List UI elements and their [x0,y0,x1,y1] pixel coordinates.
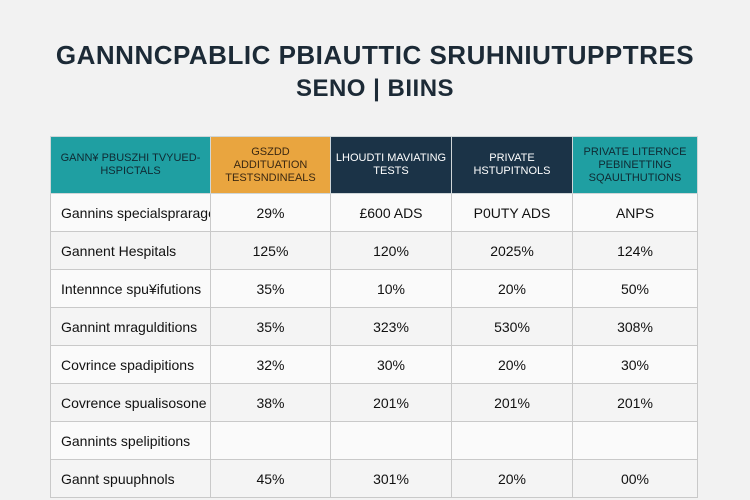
table-row: Gannent Hespitals 125% 120% 2025% 124% [50,231,698,270]
row-label: Intennnce spu¥ifutions [50,269,211,308]
table-row: Covrince spadipitions 32% 30% 20% 30% [50,345,698,384]
page-title: GANNNCPABLIC PBIAUTTIC SRUHNIUTUPPTRES [55,40,695,70]
table-cell: 38% [210,383,331,422]
table-cell: 301% [330,459,452,498]
table-cell: 20% [451,269,573,308]
table-row: Gannt spuuphnols 45% 301% 20% 00% [50,459,698,498]
table-cell: 29% [210,193,331,232]
table-cell: 201% [572,383,698,422]
row-label: Gannint mragulditions [50,307,211,346]
table-cell: 201% [330,383,452,422]
table-cell: 2025% [451,231,573,270]
table-cell: 120% [330,231,452,270]
row-label: Covrince spadipitions [50,345,211,384]
table-cell: 124% [572,231,698,270]
table-cell: 32% [210,345,331,384]
table-cell: 30% [572,345,698,384]
table-cell: ANPS [572,193,698,232]
column-header-tests: LHOUDTI MAVIATING TESTS [330,136,452,194]
table-cell: 45% [210,459,331,498]
row-label: Gannints spelipitions [50,421,211,460]
table-cell: 35% [210,307,331,346]
row-label: Gannins specialsprarage [50,193,211,232]
table-cell: £600 ADS [330,193,452,232]
comparison-table: GANN¥ PBUSZHI TVYUED-HSPICTALS GSZDD ADD… [50,136,698,498]
row-label: Gannent Hespitals [50,231,211,270]
table-row: Gannins specialsprarage 29% £600 ADS P0U… [50,193,698,232]
table-row: Intennnce spu¥ifutions 35% 10% 20% 50% [50,269,698,308]
table-cell: 00% [572,459,698,498]
table-cell: 323% [330,307,452,346]
column-header-additional: GSZDD ADDITUATION TESTSNDINEALS [210,136,331,194]
table-cell: 125% [210,231,331,270]
table-cell: 30% [330,345,452,384]
column-header-private-licence: PRIVATE LITERNCE PEBINETTING SQAULTHUTIO… [572,136,698,194]
table-cell [330,421,452,460]
column-header-private-hospitals: PRIVATE HSTUPITNOLS [451,136,573,194]
table-cell: 50% [572,269,698,308]
column-header-type: GANN¥ PBUSZHI TVYUED-HSPICTALS [50,136,211,194]
table-cell: 530% [451,307,573,346]
table-cell [572,421,698,460]
table-cell: 10% [330,269,452,308]
row-label: Covrence spualisosone [50,383,211,422]
table-cell: 201% [451,383,573,422]
table-cell [210,421,331,460]
table-cell: 35% [210,269,331,308]
table-cell: P0UTY ADS [451,193,573,232]
page-subtitle: SENO | BIINS [295,75,455,102]
table-cell: 20% [451,345,573,384]
row-label: Gannt spuuphnols [50,459,211,498]
table-header-row: GANN¥ PBUSZHI TVYUED-HSPICTALS GSZDD ADD… [50,136,698,194]
table-row: Covrence spualisosone 38% 201% 201% 201% [50,383,698,422]
table-row: Gannints spelipitions [50,421,698,460]
table-cell: 20% [451,459,573,498]
table-row: Gannint mragulditions 35% 323% 530% 308% [50,307,698,346]
table-cell [451,421,573,460]
table-cell: 308% [572,307,698,346]
